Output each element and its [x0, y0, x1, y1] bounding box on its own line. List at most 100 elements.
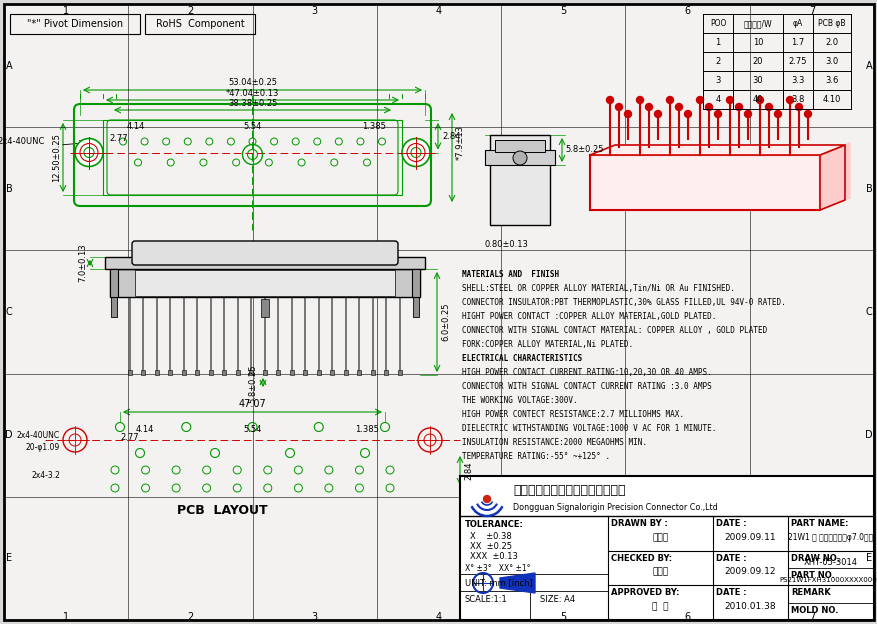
Bar	[289, 370, 294, 375]
Circle shape	[803, 110, 810, 117]
Text: E: E	[6, 553, 12, 563]
Text: 2.77: 2.77	[110, 134, 128, 143]
Text: DATE :: DATE :	[715, 553, 745, 563]
Circle shape	[75, 139, 103, 167]
Text: 4: 4	[436, 612, 441, 622]
Circle shape	[645, 104, 652, 110]
Bar	[260, 299, 268, 317]
Text: DRAWN BY :: DRAWN BY :	[610, 519, 667, 528]
Text: B: B	[865, 184, 872, 194]
Text: 2.77: 2.77	[120, 433, 139, 442]
Text: 2009.09.11: 2009.09.11	[724, 533, 775, 542]
Text: C: C	[5, 307, 12, 317]
Circle shape	[786, 97, 793, 104]
Text: 7.0±0.13: 7.0±0.13	[78, 244, 87, 282]
Text: 2x4-40UNC: 2x4-40UNC	[0, 137, 45, 147]
Bar	[236, 370, 239, 375]
Text: FORK:COPPER ALLOY MATERIAL,Ni PLATED.: FORK:COPPER ALLOY MATERIAL,Ni PLATED.	[461, 340, 632, 349]
Circle shape	[725, 97, 732, 104]
Circle shape	[735, 104, 742, 110]
Text: 4.14: 4.14	[126, 122, 145, 131]
Circle shape	[744, 110, 751, 117]
Text: 10: 10	[752, 38, 762, 47]
Bar	[111, 297, 117, 317]
Text: MOLD NO.: MOLD NO.	[790, 606, 838, 615]
Circle shape	[606, 97, 613, 104]
Text: SCALE:1:1: SCALE:1:1	[465, 595, 507, 604]
Text: PCB  LAYOUT: PCB LAYOUT	[177, 504, 267, 517]
Polygon shape	[819, 145, 844, 210]
Text: UNIT: mm [inch]: UNIT: mm [inch]	[465, 578, 532, 587]
Text: DRAW NO.: DRAW NO.	[790, 553, 839, 563]
Circle shape	[636, 97, 643, 104]
Bar	[589, 155, 819, 210]
Polygon shape	[499, 573, 534, 593]
Circle shape	[705, 104, 712, 110]
Circle shape	[653, 110, 660, 117]
Bar	[145, 14, 254, 34]
Text: 5: 5	[560, 612, 566, 622]
Text: 1: 1	[63, 612, 69, 622]
Bar	[222, 370, 226, 375]
Text: *7.9±13: *7.9±13	[455, 125, 465, 160]
Text: THE WORKING VOLTAGE:300V.: THE WORKING VOLTAGE:300V.	[461, 396, 577, 405]
Text: HIGHT POWER CONTACT :COPPER ALLOY MATERIAL,GOLD PLATED.: HIGHT POWER CONTACT :COPPER ALLOY MATERI…	[461, 312, 716, 321]
Text: ELECTRICAL CHARACTERISTICS: ELECTRICAL CHARACTERISTICS	[461, 354, 581, 363]
Text: XX  ±0.25: XX ±0.25	[469, 542, 511, 551]
Text: PCB φB: PCB φB	[817, 19, 845, 28]
Text: XXX  ±0.13: XXX ±0.13	[469, 552, 517, 561]
Text: 杨冬梅: 杨冬梅	[652, 533, 667, 542]
Text: 5.8±0.25: 5.8±0.25	[247, 365, 257, 403]
Text: CONNECTOR WITH SIGNAL CONTACT MATERIAL: COPPER ALLOY , GOLD PLATED: CONNECTOR WITH SIGNAL CONTACT MATERIAL: …	[461, 326, 766, 335]
Text: 3.8: 3.8	[790, 95, 804, 104]
Text: 4: 4	[715, 95, 720, 104]
Text: 47.07: 47.07	[239, 399, 266, 409]
Text: *47.04±0.13: *47.04±0.13	[225, 89, 279, 98]
Bar	[317, 370, 321, 375]
Bar	[357, 370, 361, 375]
Text: 6: 6	[684, 612, 690, 622]
Text: 0.80±0.13: 0.80±0.13	[484, 240, 528, 249]
Text: DIELECTRIC WITHSTANDING VOLTAGE:1000 V AC FOR 1 MINUTE.: DIELECTRIC WITHSTANDING VOLTAGE:1000 V A…	[461, 424, 716, 433]
Bar	[128, 370, 132, 375]
Bar	[484, 150, 554, 165]
Text: 2x4-3.2: 2x4-3.2	[31, 470, 60, 479]
Text: 6: 6	[684, 6, 690, 16]
Bar	[135, 270, 395, 296]
Circle shape	[512, 151, 526, 165]
Text: 3: 3	[311, 612, 317, 622]
Bar	[249, 370, 253, 375]
Circle shape	[756, 97, 763, 104]
Text: 7: 7	[808, 612, 814, 622]
Text: 2: 2	[187, 612, 193, 622]
FancyBboxPatch shape	[132, 241, 397, 265]
Text: 2.75: 2.75	[788, 57, 806, 66]
Polygon shape	[589, 145, 844, 155]
Text: 1.7: 1.7	[790, 38, 803, 47]
Text: B: B	[5, 184, 12, 194]
Circle shape	[695, 97, 702, 104]
Bar	[196, 370, 199, 375]
Text: X° ±3°   XX° ±1°: X° ±3° XX° ±1°	[465, 564, 530, 573]
Text: TOLERANCE:: TOLERANCE:	[465, 520, 524, 529]
Bar	[460, 476, 873, 620]
Text: X    ±0.38: X ±0.38	[469, 532, 511, 541]
Text: MATERIALS AND  FINISH: MATERIALS AND FINISH	[461, 270, 559, 279]
Text: 3.3: 3.3	[790, 76, 804, 85]
Circle shape	[402, 139, 430, 167]
Text: 5.8±0.25: 5.8±0.25	[565, 145, 602, 155]
Circle shape	[795, 104, 802, 110]
Text: Dongguan Signalorigin Precision Connector Co.,Ltd: Dongguan Signalorigin Precision Connecto…	[512, 502, 717, 512]
Text: A: A	[865, 61, 872, 71]
Text: 1.385: 1.385	[354, 425, 379, 434]
Text: 4: 4	[436, 6, 441, 16]
Text: 2009.09.12: 2009.09.12	[724, 567, 775, 577]
Text: CONNECTOR INSULATOR:PBT THERMOPLASTIC,30% GLASS FILLED,UL 94V-0 RATED.: CONNECTOR INSULATOR:PBT THERMOPLASTIC,30…	[461, 298, 785, 307]
Text: 余飞仙: 余飞仙	[652, 567, 667, 577]
Text: 2.0: 2.0	[824, 38, 838, 47]
Text: XHT-05-3014: XHT-05-3014	[803, 558, 857, 567]
Text: 1.385: 1.385	[361, 122, 386, 131]
Text: CONNECTOR WITH SIGNAL CONTACT CURRENT RATING :3.0 AMPS: CONNECTOR WITH SIGNAL CONTACT CURRENT RA…	[461, 382, 711, 391]
Text: DATE :: DATE :	[715, 519, 745, 528]
Text: E: E	[865, 553, 871, 563]
